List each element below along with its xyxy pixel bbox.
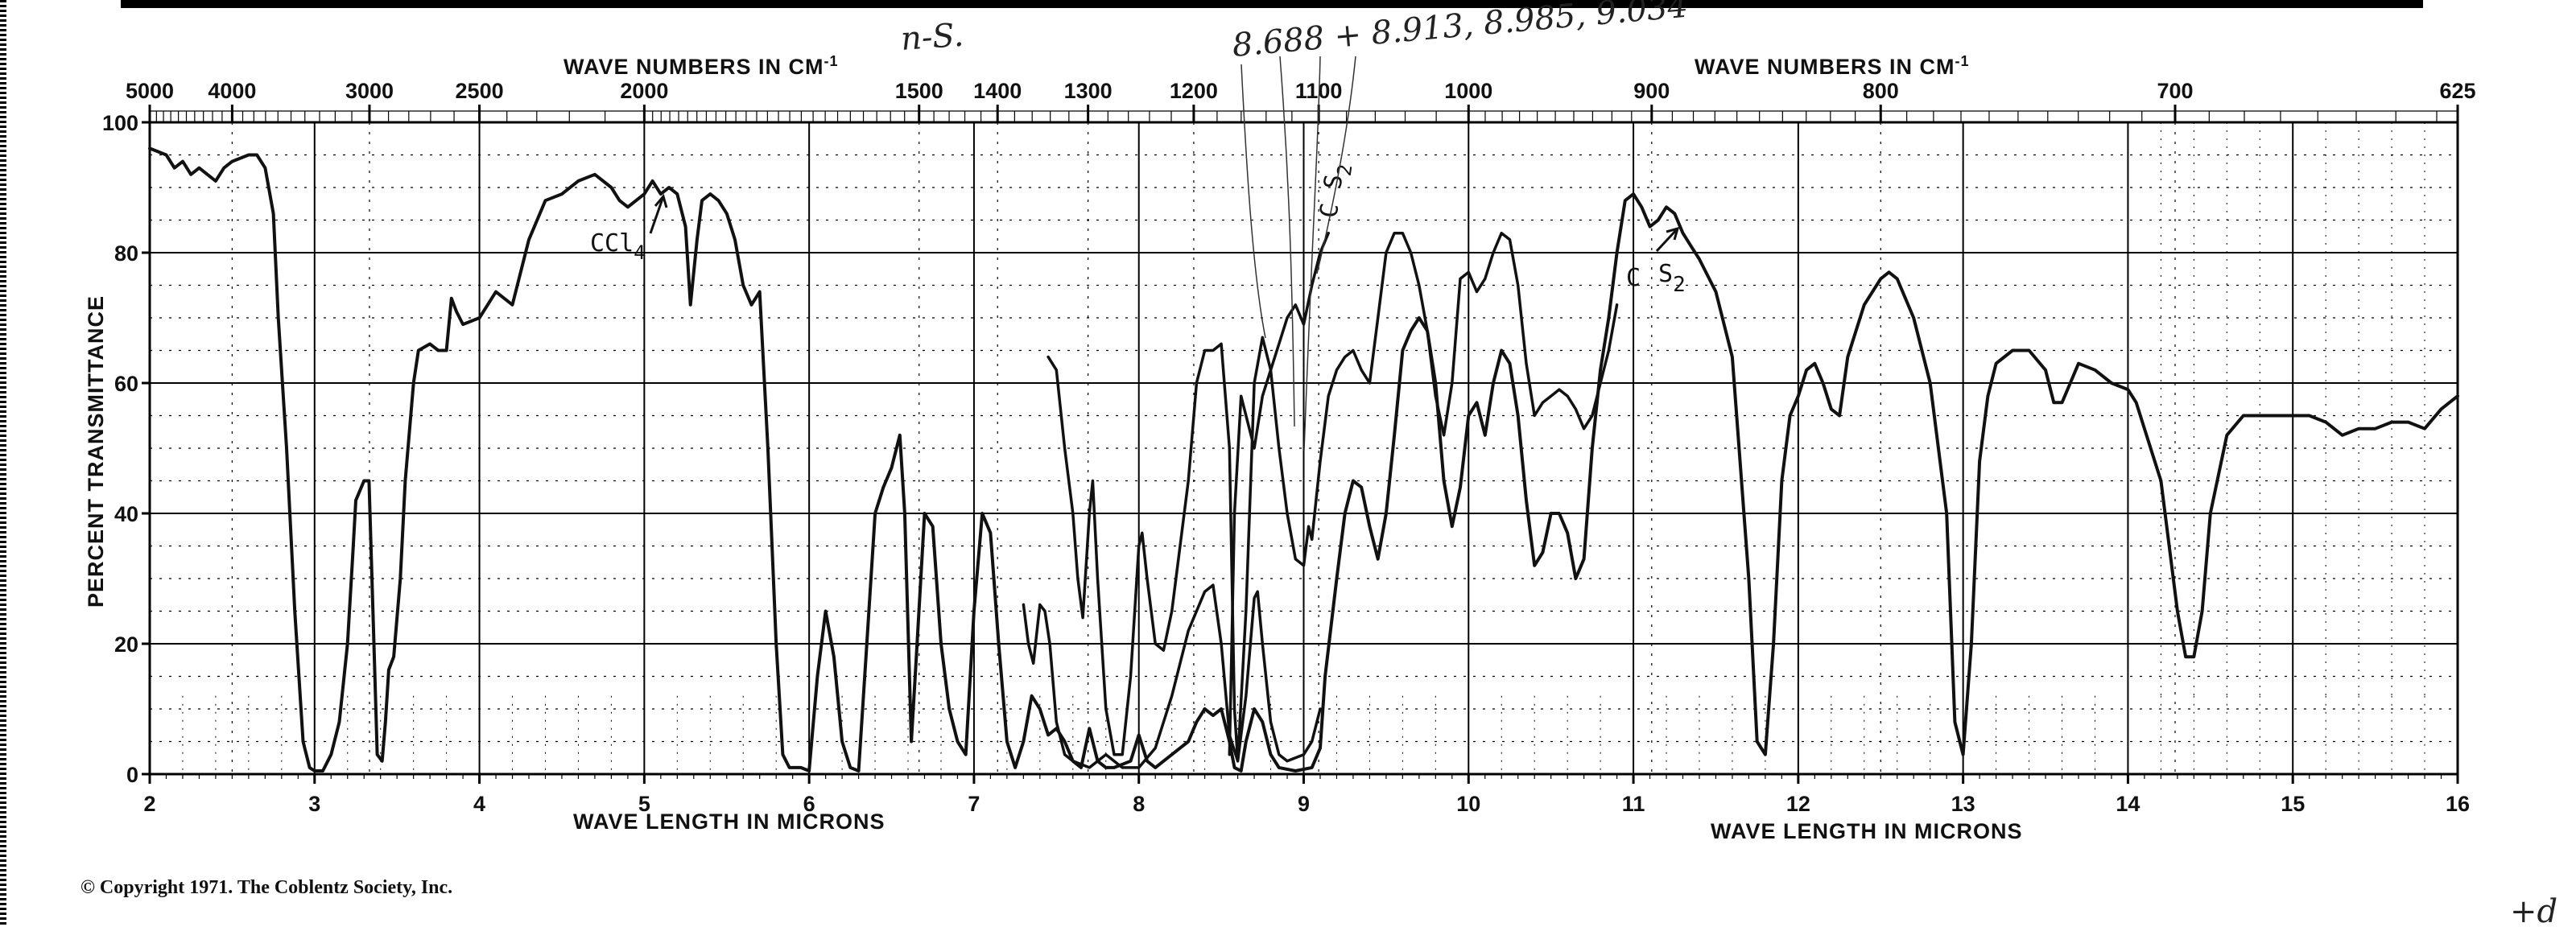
y-tick-label: 40 — [114, 502, 138, 526]
handwritten-note-wavelengths: 8.688 + 8.913, 8.985, 9.034 — [1231, 0, 1690, 64]
annotation-ccl4: CCl4 — [590, 229, 646, 264]
spectrum-series-4 — [1228, 231, 1330, 756]
top-tick-label: 1400 — [973, 79, 1022, 103]
y-tick-label: 80 — [114, 241, 138, 266]
bottom-axis-title-left: WAVE LENGTH IN MICRONS — [573, 810, 886, 834]
grid-layer — [148, 121, 2459, 776]
pencil-line-2 — [1279, 56, 1295, 427]
x-tick-label: 5 — [638, 792, 650, 816]
x-tick-label: 9 — [1298, 792, 1310, 816]
top-tick-label: 900 — [1633, 79, 1670, 103]
y-axis-label: PERCENT TRANSMITTANCE — [84, 295, 108, 608]
top-axis-title-left: WAVE NUMBERS IN CM-1 — [564, 53, 839, 79]
x-tick-label: 8 — [1133, 792, 1145, 816]
y-tick-label: 0 — [126, 763, 138, 787]
pencil-line-1 — [1241, 64, 1266, 339]
top-tick-label: 625 — [2439, 79, 2475, 103]
x-tick-label: 14 — [2116, 792, 2140, 816]
spectrum-series-2 — [1046, 231, 1619, 763]
x-tick-label: 10 — [1456, 792, 1480, 816]
annotation-ccl4-arrow — [649, 193, 668, 234]
top-tick-label: 1500 — [895, 79, 943, 103]
top-tick-label: 800 — [1863, 79, 1899, 103]
x-tick-label: 6 — [803, 792, 815, 816]
x-tick-label: 3 — [308, 792, 320, 816]
x-tick-label: 11 — [1622, 792, 1645, 816]
top-tick-label: 2000 — [620, 79, 668, 103]
top-header-bar — [121, 0, 2423, 8]
top-tick-label: 5000 — [126, 79, 174, 103]
bottom-axis-title-right: WAVE LENGTH IN MICRONS — [1711, 819, 2023, 843]
copyright-text: © Copyright 1971. The Coblentz Society, … — [80, 877, 452, 898]
annotation-c: C — [1626, 264, 1641, 292]
annotation-s2: S2 — [1658, 260, 1686, 297]
y-tick-label: 20 — [114, 632, 138, 657]
handwritten-corner-mark: +d — [2510, 893, 2557, 927]
y-tick-label: 100 — [102, 111, 138, 135]
spectrum-series-1 — [148, 146, 2459, 772]
pencil-line-4 — [1316, 56, 1356, 274]
tick-layer: 2 3 4 5 6 7 8 9 10 11 12 13 14 15 16 0 20 40 60 80 100 5000 40… — [102, 79, 2476, 816]
x-tick-label: 7 — [968, 792, 980, 816]
top-tick-label: 3000 — [345, 79, 394, 103]
pencil-line-3 — [1303, 56, 1321, 451]
x-tick-label: 2 — [143, 792, 155, 816]
spectrum-series-3 — [1022, 583, 1322, 769]
top-tick-label: 1300 — [1064, 79, 1113, 103]
x-tick-label: 12 — [1786, 792, 1810, 816]
annotation-cs2-arrow — [1655, 226, 1680, 253]
y-tick-label: 60 — [114, 372, 138, 396]
top-tick-label: 4000 — [208, 79, 256, 103]
top-tick-label: 700 — [2157, 79, 2193, 103]
top-axis-title-right: WAVE NUMBERS IN CM-1 — [1695, 53, 1970, 79]
x-tick-label: 13 — [1951, 792, 1975, 816]
x-tick-label: 15 — [2281, 792, 2305, 816]
x-tick-label: 4 — [473, 792, 485, 816]
handwritten-note-ns: n-S. — [899, 17, 964, 58]
top-tick-label: 2500 — [456, 79, 504, 103]
annotation-cs2-rotated: C S2 — [1315, 161, 1356, 220]
x-tick-label: 16 — [2446, 792, 2470, 816]
top-tick-label: 1200 — [1170, 79, 1218, 103]
top-tick-label: 1000 — [1444, 79, 1492, 103]
